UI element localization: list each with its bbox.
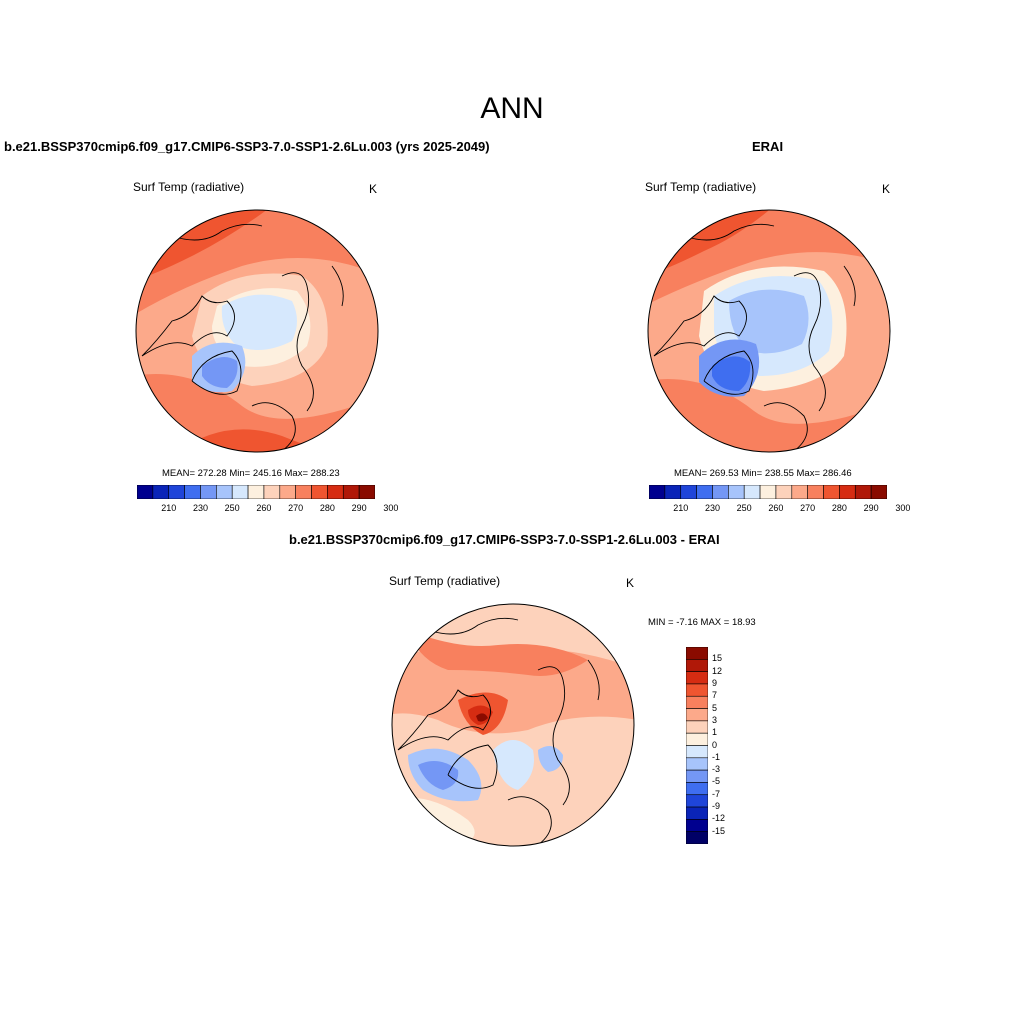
diff-units-label: K xyxy=(626,576,635,590)
colorbar-swatch xyxy=(854,485,872,499)
colorbar-tick-label: 210 xyxy=(161,503,177,513)
colorbar-swatch xyxy=(686,745,708,759)
colorbar-swatch xyxy=(712,485,729,499)
colorbar-tick-label: -12 xyxy=(712,813,726,824)
colorbar-swatch xyxy=(295,485,312,499)
colorbar-tick-label: 250 xyxy=(736,503,752,513)
colorbar-swatch xyxy=(311,485,328,499)
colorbar-swatch xyxy=(686,769,708,783)
colorbar-tick-label: -5 xyxy=(712,776,721,787)
colorbar-swatch xyxy=(327,485,344,499)
colorbar-tick-label: 270 xyxy=(288,503,304,513)
diff-variable-label: Surf Temp (radiative) xyxy=(389,574,501,588)
colorbar-swatch xyxy=(696,485,713,499)
colorbar-swatch xyxy=(686,806,708,820)
colorbar-swatch xyxy=(686,831,708,844)
obs-panel-title: ERAI xyxy=(752,139,784,154)
colorbar-swatch xyxy=(168,485,185,499)
colorbar-swatch xyxy=(791,485,808,499)
colorbar-tick-label: -9 xyxy=(712,801,721,812)
obs-units-label: K xyxy=(882,182,891,196)
colorbar-swatch xyxy=(247,485,265,499)
colorbar-swatch xyxy=(686,683,708,697)
model-polar-map xyxy=(135,209,379,453)
diff-panel-title: b.e21.BSSP370cmip6.f09_g17.CMIP6-SSP3-7.… xyxy=(289,532,720,547)
colorbar-swatch xyxy=(870,485,887,499)
colorbar-tick-label: 280 xyxy=(319,503,335,513)
colorbar-swatch xyxy=(152,485,170,499)
colorbar-tick-label: 260 xyxy=(768,503,784,513)
colorbar-swatch xyxy=(686,695,708,709)
colorbar-swatch xyxy=(664,485,682,499)
colorbar-swatch xyxy=(649,485,666,499)
colorbar-tick-label: 270 xyxy=(800,503,816,513)
colorbar-tick-label: 250 xyxy=(224,503,240,513)
colorbar-swatch xyxy=(686,732,708,746)
colorbar-tick-label: 300 xyxy=(383,503,399,513)
colorbar-tick-label: -7 xyxy=(712,788,721,799)
colorbar-swatch xyxy=(823,485,840,499)
colorbar-swatch xyxy=(279,485,296,499)
colorbar-swatch xyxy=(358,485,375,499)
colorbar-swatch xyxy=(342,485,360,499)
colorbar-swatch xyxy=(686,671,708,685)
model-colorbar-ticks: 210 230 250 260 270 280 290 300 xyxy=(137,503,398,515)
figure-title: ANN xyxy=(480,92,544,125)
model-variable-label: Surf Temp (radiative) xyxy=(133,180,245,194)
obs-variable-label: Surf Temp (radiative) xyxy=(645,180,757,194)
colorbar-swatch xyxy=(686,819,708,832)
colorbar-swatch xyxy=(775,485,793,499)
colorbar-tick-label: 0 xyxy=(712,739,718,750)
colorbar-tick-label: 230 xyxy=(192,503,208,513)
obs-colorbar xyxy=(649,485,887,499)
colorbar-tick-label: -1 xyxy=(712,751,721,762)
colorbar-tick-label: -15 xyxy=(712,825,726,836)
colorbar-swatch xyxy=(686,757,708,771)
obs-colorbar-ticks: 210 230 250 260 270 280 290 300 xyxy=(649,503,910,515)
obs-stats: MEAN= 269.53 Min= 238.55 Max= 286.46 xyxy=(674,468,852,479)
colorbar-swatch xyxy=(184,485,201,499)
colorbar-swatch xyxy=(263,485,281,499)
colorbar-swatch xyxy=(686,720,708,734)
colorbar-swatch xyxy=(759,485,777,499)
colorbar-tick-label: 5 xyxy=(712,702,718,713)
colorbar-swatch xyxy=(686,794,708,808)
colorbar-tick-label: 15 xyxy=(712,653,723,664)
obs-polar-map xyxy=(647,209,891,453)
model-units-label: K xyxy=(369,182,378,196)
diff-stats: MIN = -7.16 MAX = 18.93 xyxy=(648,617,756,628)
colorbar-tick-label: 300 xyxy=(895,503,911,513)
diff-colorbar xyxy=(686,647,708,844)
colorbar-swatch xyxy=(137,485,154,499)
colorbar-tick-label: 230 xyxy=(704,503,720,513)
colorbar-tick-label: 260 xyxy=(256,503,272,513)
diff-polar-map xyxy=(391,603,635,847)
colorbar-tick-label: 7 xyxy=(712,690,718,701)
colorbar-tick-label: 3 xyxy=(712,714,718,725)
colorbar-tick-label: -3 xyxy=(712,764,721,775)
colorbar-tick-label: 1 xyxy=(712,727,718,738)
model-stats: MEAN= 272.28 Min= 245.16 Max= 288.23 xyxy=(162,468,340,479)
colorbar-tick-label: 9 xyxy=(712,677,718,688)
colorbar-swatch xyxy=(807,485,824,499)
colorbar-swatch xyxy=(231,485,249,499)
colorbar-swatch xyxy=(216,485,233,499)
colorbar-tick-label: 12 xyxy=(712,665,723,676)
colorbar-swatch xyxy=(680,485,697,499)
model-panel-title: b.e21.BSSP370cmip6.f09_g17.CMIP6-SSP3-7.… xyxy=(4,139,490,154)
colorbar-swatch xyxy=(728,485,745,499)
colorbar-tick-label: 290 xyxy=(863,503,879,513)
colorbar-swatch xyxy=(686,647,708,660)
colorbar-tick-label: 290 xyxy=(351,503,367,513)
diff-colorbar-ticks: 15 12 9 7 5 3 1 0 -1 -3 -5 -7 -9 -12 -15 xyxy=(712,647,752,844)
colorbar-swatch xyxy=(686,659,708,672)
colorbar-tick-label: 280 xyxy=(831,503,847,513)
model-colorbar xyxy=(137,485,375,499)
colorbar-swatch xyxy=(839,485,856,499)
colorbar-tick-label: 210 xyxy=(673,503,689,513)
colorbar-swatch xyxy=(743,485,761,499)
colorbar-swatch xyxy=(200,485,217,499)
colorbar-swatch xyxy=(686,708,708,722)
colorbar-swatch xyxy=(686,782,708,796)
